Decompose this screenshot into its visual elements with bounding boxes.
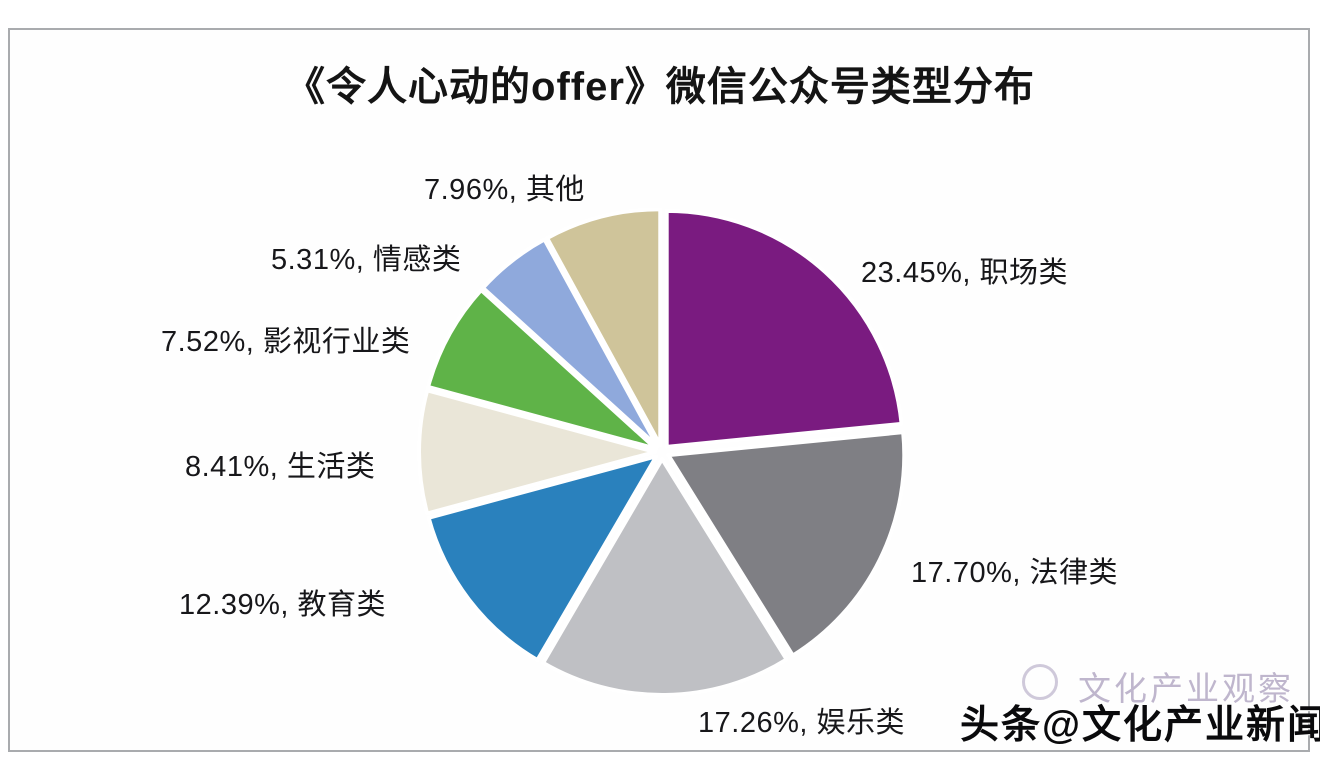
slice-label-lifestyle: 8.41%, 生活类	[185, 451, 376, 483]
chart-title: 《令人心动的offer》微信公众号类型分布	[285, 65, 1035, 109]
slice-label-entertainment: 17.26%, 娱乐类	[698, 707, 905, 739]
pie-slice-entertainment	[541, 456, 789, 697]
slice-label-other: 7.96%, 其他	[424, 174, 585, 206]
slice-label-film-tv: 7.52%, 影视行业类	[161, 326, 411, 358]
pie-slice-legal	[666, 430, 907, 658]
watermark-faint-text: 文化产业观察	[1078, 670, 1294, 707]
pie-slice-emotion	[480, 237, 660, 449]
pie-slice-other	[545, 207, 663, 448]
watermark-bold-text: 头条@文化产业新闻	[960, 704, 1320, 747]
pie-slice-film-tv	[426, 288, 658, 451]
pie-slice-lifestyle	[417, 388, 657, 516]
slice-label-emotion: 5.31%, 情感类	[271, 244, 462, 276]
slice-label-education: 12.39%, 教育类	[179, 589, 386, 621]
watermark-logo-icon	[1022, 664, 1058, 700]
pie-slice-workplace	[664, 208, 904, 449]
slice-label-workplace: 23.45%, 职场类	[861, 257, 1068, 289]
pie-slice-education	[426, 454, 659, 663]
slice-label-legal: 17.70%, 法律类	[911, 557, 1118, 589]
